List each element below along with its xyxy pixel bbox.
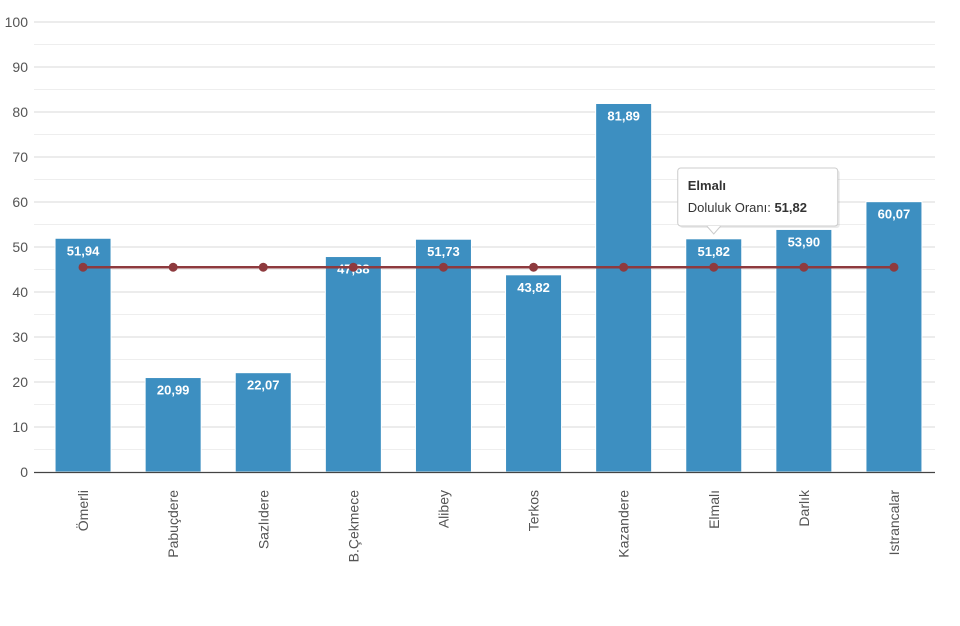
x-category-label: Sazlıdere: [255, 490, 271, 549]
bar: [595, 102, 653, 473]
y-tick-label: 70: [12, 149, 28, 165]
x-category-label: Terkos: [526, 490, 542, 531]
line-point: [168, 262, 178, 272]
y-tick-label: 100: [5, 14, 29, 30]
y-tick-label: 90: [12, 59, 28, 75]
data-label: 51,82: [697, 244, 730, 259]
line-point: [529, 262, 539, 272]
bar: [324, 256, 382, 473]
y-tick-label: 40: [12, 284, 28, 300]
data-label: 53,90: [788, 234, 821, 249]
x-category-label: Pabuçdere: [165, 490, 181, 558]
y-tick-label: 50: [12, 239, 28, 255]
x-category-label: Darlık: [796, 489, 812, 527]
data-label: 43,82: [517, 280, 550, 295]
tooltip-line: Doluluk Oranı: 51,82: [688, 200, 807, 215]
tooltip-title: Elmalı: [688, 178, 726, 193]
tooltip-value: 51,82: [774, 200, 807, 215]
tooltip-box: [677, 167, 839, 227]
bar: [414, 238, 472, 473]
line-point: [258, 262, 268, 272]
average-line-series: [78, 262, 899, 272]
line-point: [889, 262, 899, 272]
data-label: 20,99: [157, 383, 190, 398]
line-point: [348, 262, 358, 272]
line-point: [438, 262, 448, 272]
bar: [234, 372, 292, 473]
data-label: 22,07: [247, 378, 280, 393]
data-label: 51,73: [427, 244, 460, 259]
bar: [505, 274, 563, 473]
y-tick-label: 20: [12, 374, 28, 390]
data-label: 81,89: [607, 108, 640, 123]
line-point: [78, 262, 88, 272]
tooltip: Elmalı Doluluk Oranı: 51,82: [677, 167, 840, 235]
tooltip-label: Doluluk Oranı:: [688, 200, 775, 215]
line-point: [799, 262, 809, 272]
x-category-label: Istrancalar: [886, 490, 902, 556]
bar: [144, 377, 202, 473]
y-tick-label: 0: [20, 464, 28, 480]
bar: [685, 238, 743, 473]
y-tick-label: 80: [12, 104, 28, 120]
y-tick-label: 60: [12, 194, 28, 210]
x-axis: Ömerli Pabuçdere Sazlıdere B.Çekmece Alibey T…: [34, 471, 935, 563]
y-tick-label: 10: [12, 419, 28, 435]
x-category-label: Kazandere: [616, 490, 632, 558]
bar: [54, 237, 112, 473]
data-label: 51,94: [67, 243, 100, 258]
y-tick-label: 30: [12, 329, 28, 345]
data-labels: 51,9420,9922,0747,8851,7343,8281,8951,82…: [67, 108, 910, 397]
line-point: [619, 262, 629, 272]
bar: [865, 201, 923, 473]
x-category-label: Elmalı: [706, 490, 722, 529]
x-category-label: Ömerli: [74, 490, 91, 531]
x-category-label: B.Çekmece: [345, 490, 361, 563]
y-axis-ticks: 0 10 20 30 40 50 60 70 80 90 100: [5, 14, 29, 480]
tooltip-pointer: [706, 225, 722, 235]
data-label: 60,07: [878, 207, 911, 222]
x-category-label: Alibey: [435, 490, 451, 528]
bars: [54, 102, 923, 473]
line-point: [709, 262, 719, 272]
